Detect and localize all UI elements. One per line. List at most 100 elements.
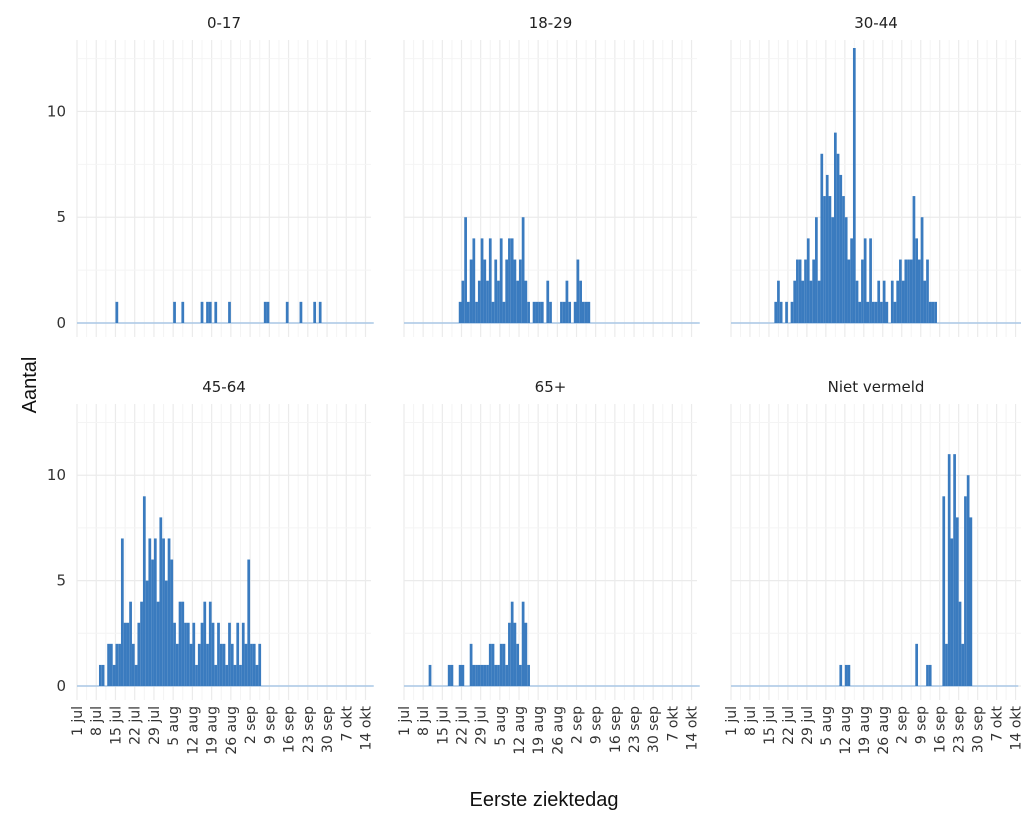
x-tick-label: 16 sep	[282, 706, 298, 753]
bar	[178, 601, 182, 686]
bar	[464, 217, 467, 323]
x-tick-label: 26 aug	[876, 706, 892, 755]
bar	[497, 280, 500, 323]
bar	[197, 643, 201, 686]
bar	[173, 301, 176, 323]
bar	[145, 580, 149, 686]
bar	[863, 238, 867, 323]
bar	[488, 643, 492, 686]
bar	[480, 238, 484, 323]
bar	[918, 259, 921, 323]
bar	[885, 301, 889, 323]
bar	[877, 280, 881, 323]
bar	[109, 643, 113, 686]
bar	[950, 538, 954, 686]
bar	[203, 601, 207, 686]
bar	[153, 538, 157, 686]
x-tick-label: 16 sep	[933, 706, 949, 753]
y-tick-label: 10	[47, 466, 66, 484]
y-tick-label: 10	[47, 102, 66, 120]
bar	[505, 664, 509, 686]
bar	[519, 259, 522, 323]
bar	[159, 517, 163, 686]
bar	[162, 538, 165, 686]
bar	[584, 301, 588, 323]
bar	[847, 664, 851, 686]
bar	[785, 301, 788, 323]
bar	[195, 664, 198, 686]
bar	[538, 301, 541, 323]
bar	[170, 559, 174, 686]
bar	[926, 259, 929, 323]
bar	[208, 301, 212, 323]
bar	[801, 280, 805, 323]
bar	[200, 622, 204, 686]
x-axis-title: Eerste ziektedag	[470, 789, 619, 811]
bar	[189, 643, 193, 686]
bar	[942, 496, 946, 686]
bar	[549, 301, 552, 323]
x-tick-label: 22 jul	[455, 706, 471, 745]
x-tick-label: 2 sep	[243, 706, 259, 744]
bar	[516, 643, 520, 686]
bar	[461, 664, 465, 686]
bar	[823, 196, 826, 323]
x-tick-label: 12 aug	[512, 706, 528, 755]
bar	[255, 664, 259, 686]
bar	[252, 643, 256, 686]
bar	[923, 280, 927, 323]
bar	[847, 259, 851, 323]
bar	[475, 301, 478, 323]
x-tick-label: 5 aug	[819, 706, 835, 746]
bar	[475, 664, 478, 686]
bar	[573, 301, 577, 323]
bar	[510, 601, 514, 686]
y-tick-label: 0	[56, 314, 66, 332]
bar	[513, 622, 517, 686]
x-tick-label: 26 aug	[550, 706, 566, 755]
bar	[953, 454, 956, 686]
x-tick-label: 7 okt	[339, 706, 355, 742]
panel-title: Niet vermeld	[828, 378, 925, 396]
bar	[809, 280, 813, 323]
bar	[148, 538, 152, 686]
bar	[833, 132, 837, 323]
bar	[928, 301, 932, 323]
bar	[812, 259, 816, 323]
bar	[790, 301, 794, 323]
bar	[167, 538, 171, 686]
bar	[966, 475, 970, 686]
bar	[806, 238, 810, 323]
bar	[450, 664, 454, 686]
bar	[483, 259, 487, 323]
bar	[839, 174, 843, 323]
bar	[142, 496, 146, 686]
x-tick-label: 5 aug	[493, 706, 509, 746]
bar	[535, 301, 539, 323]
bar	[140, 601, 143, 686]
x-tick-label: 30 sep	[646, 706, 662, 753]
x-tick-label: 15 jul	[762, 706, 778, 745]
bar	[466, 301, 470, 323]
x-tick-label: 29 jul	[147, 706, 163, 745]
bar	[499, 238, 503, 323]
bar	[842, 196, 845, 323]
bar	[101, 664, 105, 686]
bar	[896, 280, 900, 323]
x-tick-label: 30 sep	[320, 706, 336, 753]
y-tick-label: 5	[56, 572, 66, 590]
bar	[890, 280, 894, 323]
x-tick-label: 8 jul	[89, 706, 105, 736]
bar	[815, 217, 818, 323]
bar	[508, 622, 511, 686]
bar	[483, 664, 487, 686]
bar	[173, 622, 176, 686]
bar	[447, 664, 451, 686]
x-tick-label: 12 aug	[838, 706, 854, 755]
bar	[844, 217, 848, 323]
bar	[497, 664, 500, 686]
bar	[798, 259, 802, 323]
bar	[926, 664, 929, 686]
x-tick-label: 9 sep	[589, 706, 605, 744]
